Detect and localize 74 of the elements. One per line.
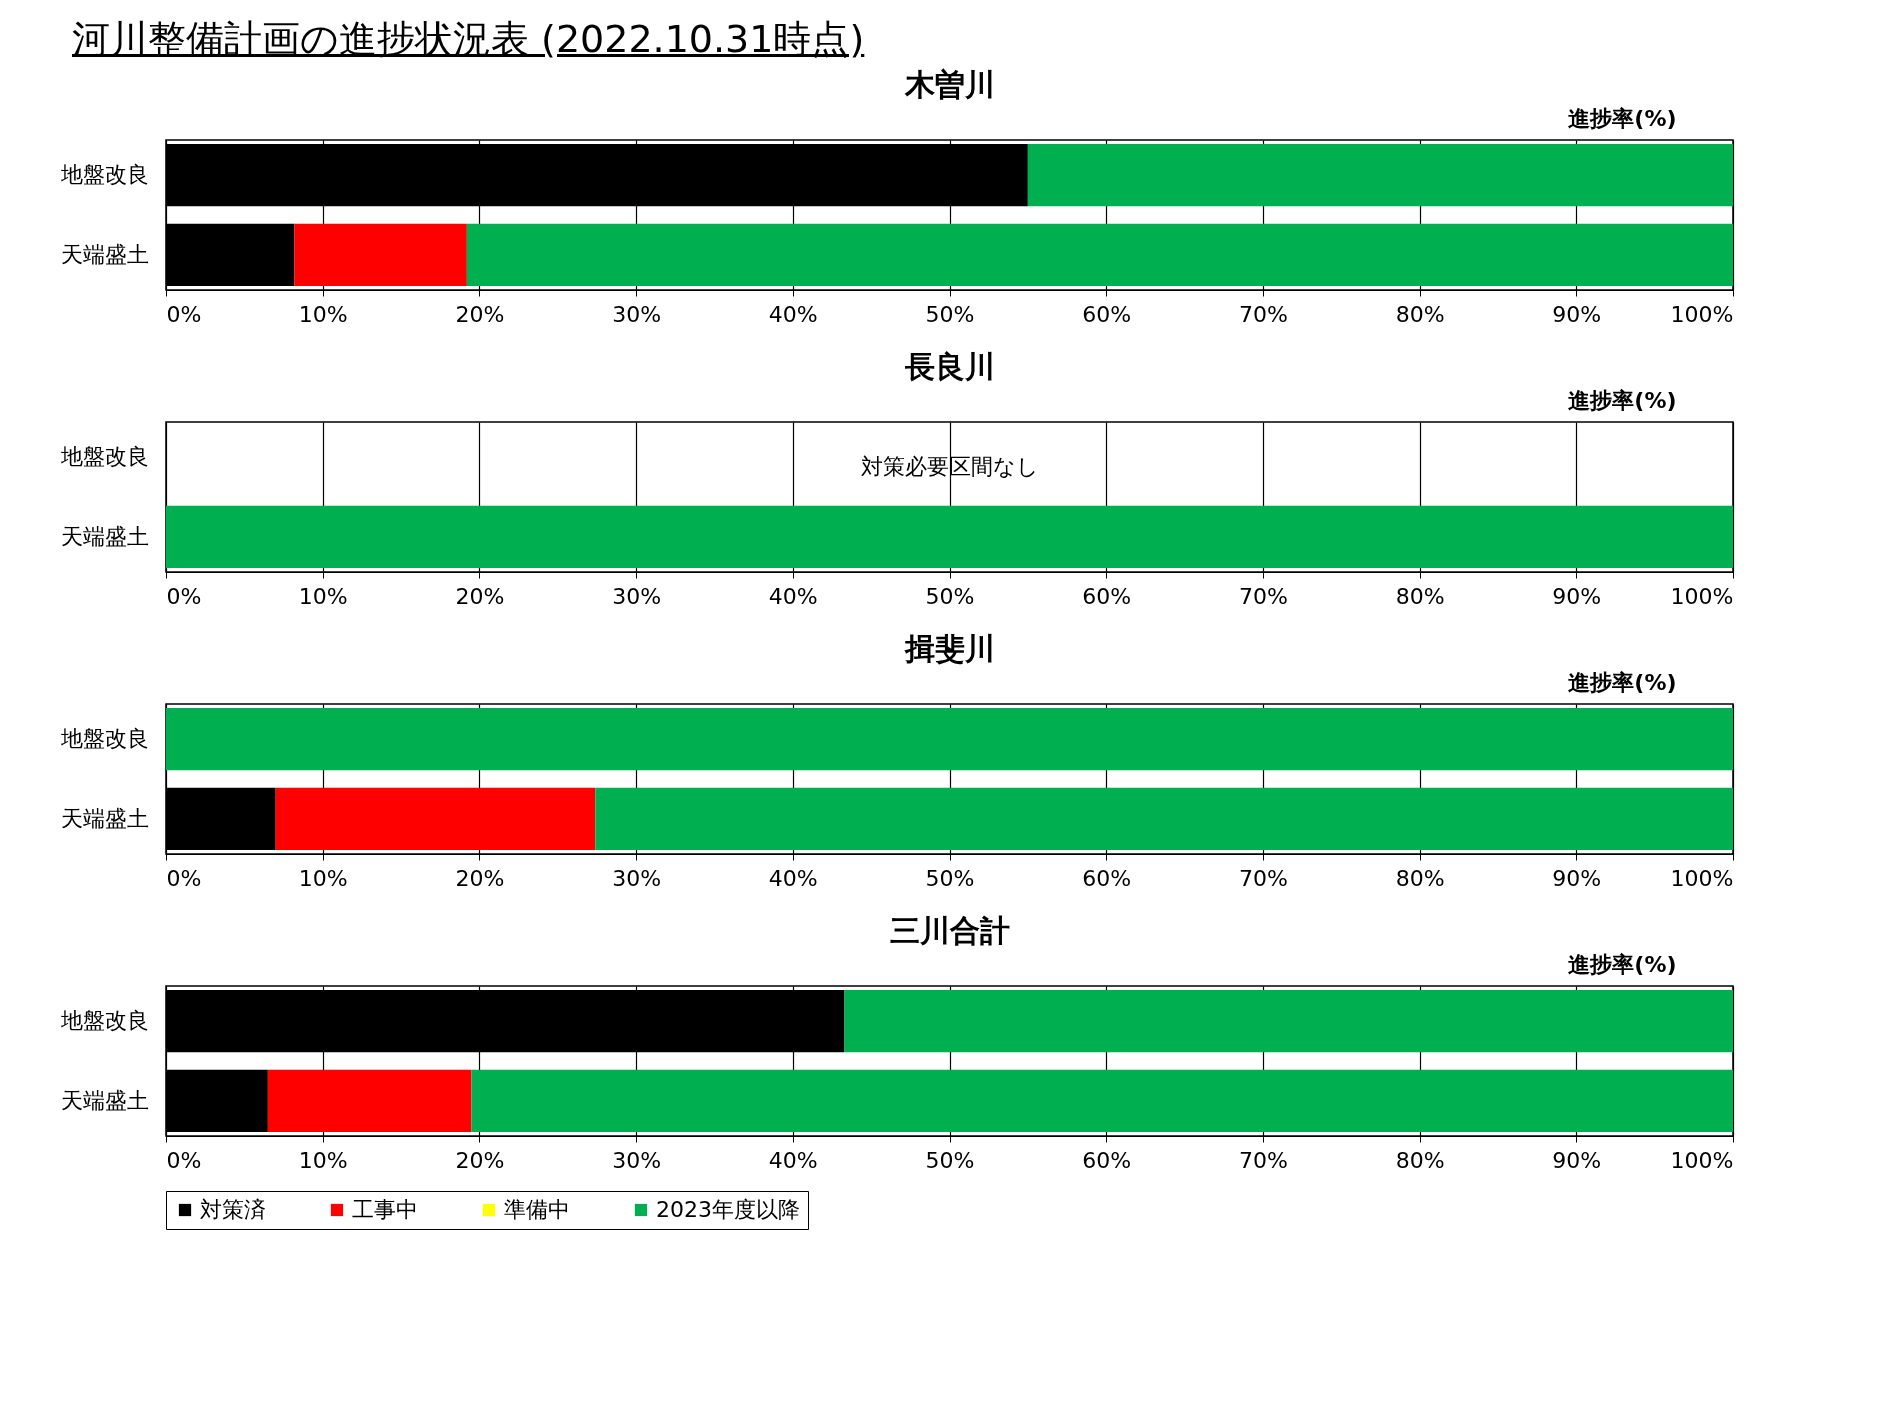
x-tick-label: 40% <box>768 583 818 609</box>
x-tick-label: 80% <box>1395 1147 1445 1173</box>
x-tick-label: 0% <box>166 865 202 891</box>
chart-title: 三川合計 <box>889 913 1010 948</box>
y-tick-label: 地盤改良 <box>59 162 149 188</box>
x-tick-label: 60% <box>1082 865 1132 891</box>
legend-label: 工事中 <box>352 1197 418 1222</box>
y-tick-label: 地盤改良 <box>59 726 149 752</box>
x-tick-label: 0% <box>166 1147 202 1173</box>
legend-label: 対策済 <box>200 1197 266 1222</box>
legend-label: 2023年度以降 <box>656 1197 800 1222</box>
x-tick-label: 40% <box>768 865 818 891</box>
x-tick-label: 80% <box>1395 865 1445 891</box>
bar <box>275 787 596 851</box>
bar <box>267 1069 472 1133</box>
x-tick-label: 10% <box>298 583 348 609</box>
x-tick-label: 60% <box>1082 583 1132 609</box>
x-tick-label: 10% <box>298 301 348 327</box>
bar <box>844 989 1733 1053</box>
bar <box>294 223 467 287</box>
y-tick-label: 地盤改良 <box>59 444 149 470</box>
x-tick-label: 70% <box>1238 865 1288 891</box>
x-axis-title: 進捗率(%) <box>1568 387 1677 413</box>
x-tick-label: 90% <box>1552 301 1602 327</box>
x-tick-label: 20% <box>455 301 505 327</box>
x-tick-label: 50% <box>925 865 975 891</box>
chart-title: 長良川 <box>903 349 995 384</box>
x-tick-label: 100% <box>1670 583 1734 609</box>
x-tick-label: 20% <box>455 1147 505 1173</box>
y-tick-label: 地盤改良 <box>59 1008 149 1034</box>
bar <box>471 1069 1733 1133</box>
x-tick-label: 60% <box>1082 1147 1132 1173</box>
x-tick-label: 60% <box>1082 301 1132 327</box>
x-tick-label: 100% <box>1670 865 1734 891</box>
x-tick-label: 80% <box>1395 301 1445 327</box>
x-axis-title: 進捗率(%) <box>1568 951 1677 977</box>
x-tick-label: 40% <box>768 301 818 327</box>
x-tick-label: 10% <box>298 865 348 891</box>
x-tick-label: 0% <box>166 301 202 327</box>
chart-title: 河川整備計画の進捗状況表 (2022.10.31時点) <box>71 16 866 63</box>
x-tick-label: 20% <box>455 583 505 609</box>
x-tick-label: 70% <box>1238 301 1288 327</box>
x-tick-label: 90% <box>1552 1147 1602 1173</box>
y-tick-label: 天端盛土 <box>60 241 149 267</box>
x-tick-label: 70% <box>1238 1147 1288 1173</box>
y-tick-label: 天端盛土 <box>60 523 149 549</box>
x-tick-label: 0% <box>166 583 202 609</box>
y-tick-label: 天端盛土 <box>60 1087 149 1113</box>
x-tick-label: 30% <box>612 583 662 609</box>
x-tick-label: 20% <box>455 865 505 891</box>
chart-title: 揖斐川 <box>903 631 995 666</box>
x-tick-label: 50% <box>925 1147 975 1173</box>
x-tick-label: 30% <box>612 865 662 891</box>
x-tick-label: 80% <box>1395 583 1445 609</box>
x-tick-label: 30% <box>612 301 662 327</box>
y-tick-label: 天端盛土 <box>60 805 149 831</box>
bar <box>166 707 1733 771</box>
x-tick-label: 50% <box>925 301 975 327</box>
legend-label: 準備中 <box>504 1197 570 1222</box>
x-tick-label: 50% <box>925 583 975 609</box>
x-tick-label: 100% <box>1670 1147 1734 1173</box>
x-tick-label: 70% <box>1238 583 1288 609</box>
x-tick-label: 100% <box>1670 301 1734 327</box>
bar <box>466 223 1733 287</box>
bar <box>1027 143 1733 207</box>
x-axis-title: 進捗率(%) <box>1568 669 1677 695</box>
x-tick-label: 10% <box>298 1147 348 1173</box>
x-tick-label: 90% <box>1552 583 1602 609</box>
x-tick-label: 30% <box>612 1147 662 1173</box>
x-tick-label: 90% <box>1552 865 1602 891</box>
chart-subtitle: 木曽川 <box>903 67 995 102</box>
bar <box>595 787 1733 851</box>
x-axis-title: 進捗率(%) <box>1568 105 1677 131</box>
x-tick-label: 40% <box>768 1147 818 1173</box>
